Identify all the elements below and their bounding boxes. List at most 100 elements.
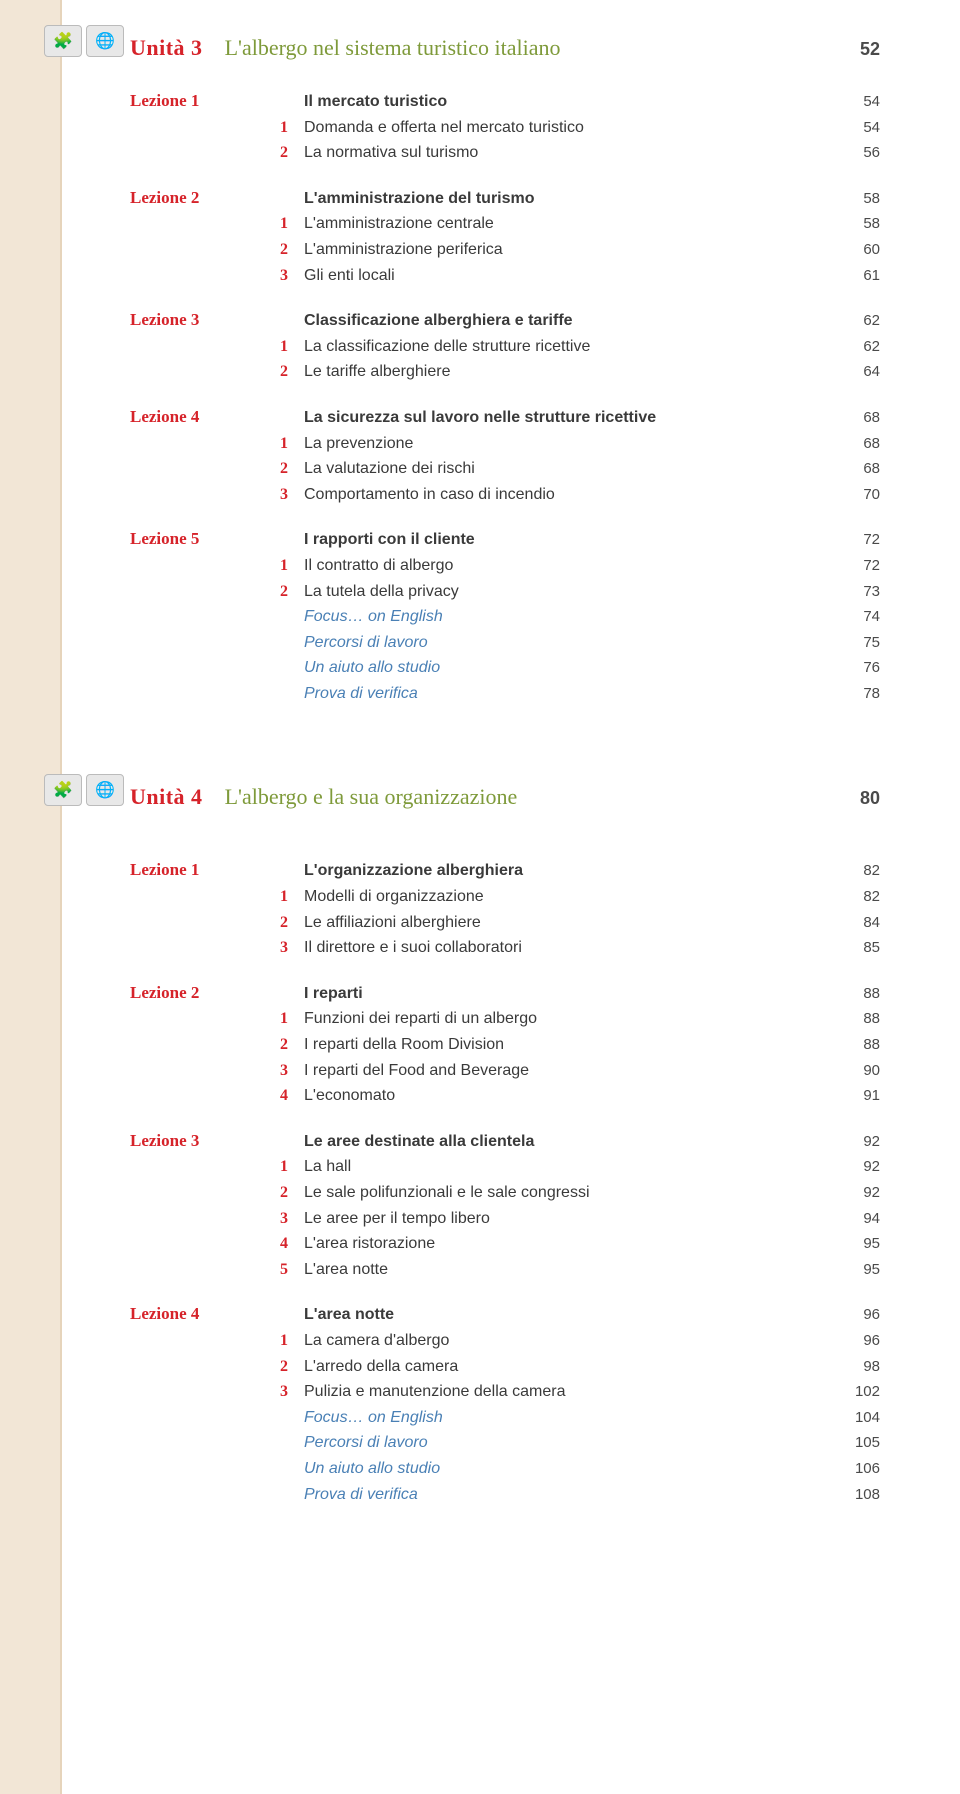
page-number: 74 bbox=[830, 605, 880, 629]
page-number: 68 bbox=[830, 457, 880, 481]
item-text: Funzioni dei reparti di un albergo bbox=[304, 1006, 830, 1032]
extra-text: Un aiuto allo studio bbox=[304, 655, 830, 681]
page-number: 95 bbox=[830, 1232, 880, 1256]
page-number: 75 bbox=[830, 631, 880, 655]
extra-text: Prova di verifica bbox=[304, 681, 830, 707]
item-number: 4 bbox=[280, 1083, 304, 1109]
item-number: 2 bbox=[280, 579, 304, 605]
lesson-label: Lezione 3 bbox=[130, 1127, 280, 1154]
item-text: Gli enti locali bbox=[304, 263, 830, 289]
lesson-heading: Le aree destinate alla clientela bbox=[304, 1129, 830, 1155]
item-number: 2 bbox=[280, 456, 304, 482]
lesson-block: Lezione 3 Le aree destinate alla clientel… bbox=[130, 1127, 880, 1283]
item-number: 4 bbox=[280, 1231, 304, 1257]
page-number: 92 bbox=[830, 1181, 880, 1205]
item-text: Le aree per il tempo libero bbox=[304, 1206, 830, 1232]
item-number: 1 bbox=[280, 884, 304, 910]
page-number: 96 bbox=[830, 1329, 880, 1353]
item-text: La hall bbox=[304, 1154, 830, 1180]
page-number: 76 bbox=[830, 656, 880, 680]
unit-title: L'albergo e la sua organizzazione bbox=[225, 784, 518, 810]
lesson-heading: L'amministrazione del turismo bbox=[304, 186, 830, 212]
lesson-heading: I reparti bbox=[304, 981, 830, 1007]
page-number: 85 bbox=[830, 936, 880, 960]
page-number: 58 bbox=[830, 212, 880, 236]
unit-header-3: 🧩 🌐 Unità 3 L'albergo nel sistema turist… bbox=[130, 35, 880, 61]
lesson-label: Lezione 4 bbox=[130, 403, 280, 430]
lesson-label: Lezione 2 bbox=[130, 184, 280, 211]
item-text: I reparti del Food and Beverage bbox=[304, 1058, 830, 1084]
item-text: Le sale polifunzionali e le sale congres… bbox=[304, 1180, 830, 1206]
lesson-heading: I rapporti con il cliente bbox=[304, 527, 830, 553]
extra-text: Focus… on English bbox=[304, 604, 830, 630]
item-text: Modelli di organizzazione bbox=[304, 884, 830, 910]
item-text: Le tariffe alberghiere bbox=[304, 359, 830, 385]
page-number: 88 bbox=[830, 1033, 880, 1057]
page-number: 68 bbox=[830, 406, 880, 430]
page-number: 70 bbox=[830, 483, 880, 507]
page-number: 72 bbox=[830, 554, 880, 578]
lesson-block: Lezione 3 Classificazione alberghiera e t… bbox=[130, 306, 880, 385]
item-text: La tutela della privacy bbox=[304, 579, 830, 605]
unit-page: 52 bbox=[860, 39, 880, 60]
lesson-label: Lezione 1 bbox=[130, 856, 280, 883]
item-number: 1 bbox=[280, 1006, 304, 1032]
page-number: 90 bbox=[830, 1059, 880, 1083]
page-number: 82 bbox=[830, 885, 880, 909]
page-number: 73 bbox=[830, 580, 880, 604]
item-number: 2 bbox=[280, 1032, 304, 1058]
item-number: 1 bbox=[280, 115, 304, 141]
unit-label: Unità 4 bbox=[130, 784, 203, 810]
page-number: 98 bbox=[830, 1355, 880, 1379]
lesson-heading: Classificazione alberghiera e tariffe bbox=[304, 308, 830, 334]
item-number: 3 bbox=[280, 935, 304, 961]
item-text: La valutazione dei rischi bbox=[304, 456, 830, 482]
page-number: 54 bbox=[830, 116, 880, 140]
item-text: Domanda e offerta nel mercato turistico bbox=[304, 115, 830, 141]
item-text: L'arredo della camera bbox=[304, 1354, 830, 1380]
lesson-block: Lezione 1L'organizzazione alberghiera82 … bbox=[130, 856, 880, 960]
item-number: 1 bbox=[280, 1154, 304, 1180]
item-number: 2 bbox=[280, 1180, 304, 1206]
extra-text: Percorsi di lavoro bbox=[304, 630, 830, 656]
page-number: 95 bbox=[830, 1258, 880, 1282]
page-number: 54 bbox=[830, 90, 880, 114]
lesson-block: Lezione 4L'area notte96 1La camera d'alb… bbox=[130, 1300, 880, 1507]
item-number: 3 bbox=[280, 1058, 304, 1084]
lesson-block: Lezione 5I rapporti con il cliente72 1Il… bbox=[130, 525, 880, 706]
page-number: 108 bbox=[830, 1483, 880, 1507]
page-number: 92 bbox=[830, 1155, 880, 1179]
page-number: 91 bbox=[830, 1084, 880, 1108]
item-text: L'amministrazione centrale bbox=[304, 211, 830, 237]
item-number: 3 bbox=[280, 1379, 304, 1405]
lesson-block: Lezione 1 Il mercato turistico 54 1Doman… bbox=[130, 87, 880, 166]
item-number: 2 bbox=[280, 910, 304, 936]
item-text: Le affiliazioni alberghiere bbox=[304, 910, 830, 936]
page-number: 58 bbox=[830, 187, 880, 211]
page-number: 56 bbox=[830, 141, 880, 165]
lesson-label: Lezione 2 bbox=[130, 979, 280, 1006]
lesson-block: Lezione 4La sicurezza sul lavoro nelle s… bbox=[130, 403, 880, 507]
page-number: 94 bbox=[830, 1207, 880, 1231]
page-number: 104 bbox=[830, 1406, 880, 1430]
item-text: La camera d'albergo bbox=[304, 1328, 830, 1354]
lesson-heading: L'area notte bbox=[304, 1302, 830, 1328]
unit-title: L'albergo nel sistema turistico italiano bbox=[225, 35, 561, 61]
page-number: 61 bbox=[830, 264, 880, 288]
page-number: 96 bbox=[830, 1303, 880, 1327]
badge-icon: 🧩 bbox=[44, 774, 82, 806]
item-text: L'area notte bbox=[304, 1257, 830, 1283]
lesson-label: Lezione 3 bbox=[130, 306, 280, 333]
item-number: 1 bbox=[280, 211, 304, 237]
item-number: 2 bbox=[280, 140, 304, 166]
item-text: Il contratto di albergo bbox=[304, 553, 830, 579]
item-number: 2 bbox=[280, 1354, 304, 1380]
unit-label: Unità 3 bbox=[130, 35, 203, 61]
item-number: 1 bbox=[280, 431, 304, 457]
unit-header-4: 🧩 🌐 Unità 4 L'albergo e la sua organizza… bbox=[130, 784, 880, 810]
page-number: 62 bbox=[830, 335, 880, 359]
page-number: 92 bbox=[830, 1130, 880, 1154]
extra-text: Un aiuto allo studio bbox=[304, 1456, 830, 1482]
page-number: 72 bbox=[830, 528, 880, 552]
item-text: La prevenzione bbox=[304, 431, 830, 457]
